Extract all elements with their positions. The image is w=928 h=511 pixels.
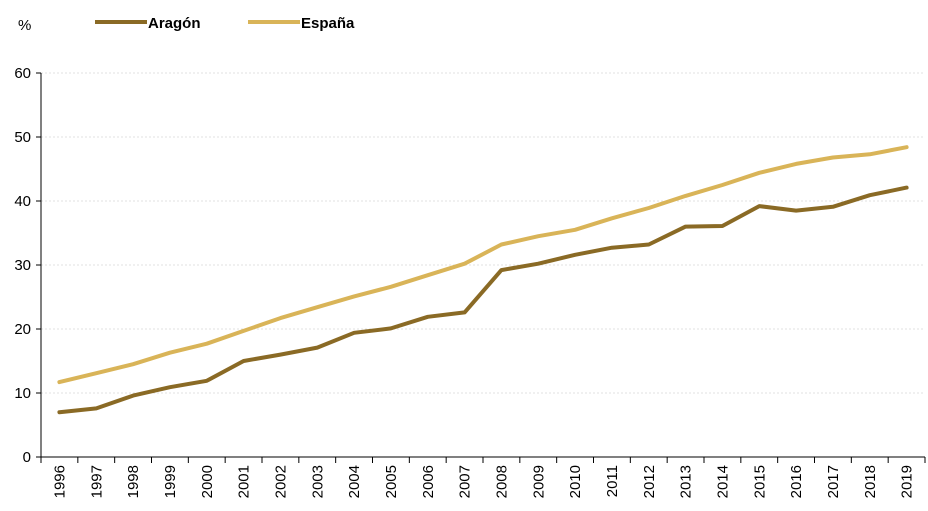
gridlines: [41, 72, 925, 394]
x-tick-label: 2001: [236, 465, 253, 498]
series-lines: [57, 145, 909, 415]
axes: [36, 72, 926, 463]
x-tick-label: 2000: [199, 465, 216, 498]
x-tick-label: 1996: [51, 465, 68, 498]
x-tick-label: 2019: [899, 465, 916, 498]
y-tick-label: 0: [23, 449, 31, 466]
x-tick-label: 2018: [862, 465, 879, 498]
y-tick-labels: 0 10 20 30 40 50 60: [14, 65, 31, 466]
x-tick-label: 2013: [678, 465, 695, 498]
x-tick-label: 2002: [272, 465, 289, 498]
x-tick-label: 2010: [567, 465, 584, 498]
legend-label: Aragón: [148, 15, 201, 32]
x-tick-label: 1997: [88, 465, 105, 498]
x-tick-label: 1999: [162, 465, 179, 498]
y-unit-label: %: [18, 17, 31, 34]
x-tick-labels: 1996 1997 1998 1999 2000 2001 2002 2003 2004 2005…: [51, 465, 915, 498]
x-tick-label: 2006: [420, 465, 437, 498]
x-tick-label: 2007: [457, 465, 474, 498]
y-tick-label: 10: [14, 385, 31, 402]
y-tick-label: 30: [14, 257, 31, 274]
x-tick-label: 2009: [530, 465, 547, 498]
x-tick-label: 2017: [825, 465, 842, 498]
x-tick-label: 2003: [309, 465, 326, 498]
series-line: [57, 185, 909, 415]
x-tick-label: 2005: [383, 465, 400, 498]
y-tick-label: 50: [14, 129, 31, 146]
legend: Aragón España: [95, 15, 355, 32]
series-line: [57, 145, 909, 385]
y-tick-label: 60: [14, 65, 31, 82]
legend-label: España: [301, 15, 355, 32]
y-tick-label: 20: [14, 321, 31, 338]
x-tick-label: 2004: [346, 465, 363, 498]
x-tick-label: 2015: [751, 465, 768, 498]
x-tick-label: 2011: [604, 465, 621, 497]
x-tick-label: 1998: [125, 465, 142, 498]
x-tick-label: 2014: [714, 465, 731, 498]
x-tick-label: 2016: [788, 465, 805, 498]
x-tick-label: 2008: [493, 465, 510, 498]
x-tick-label: 2012: [641, 465, 658, 498]
y-tick-label: 40: [14, 193, 31, 210]
